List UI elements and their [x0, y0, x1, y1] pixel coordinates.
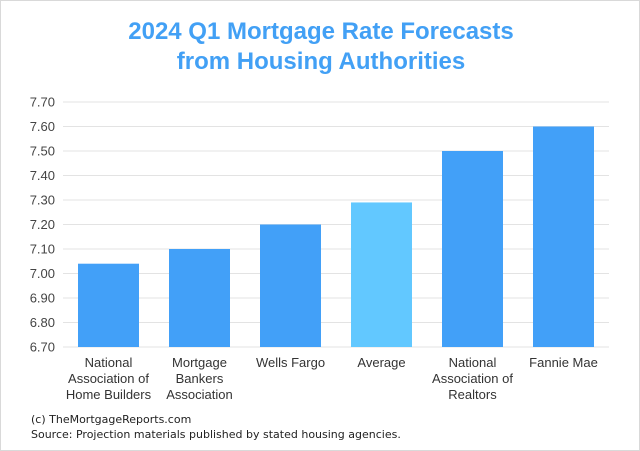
- y-tick-label: 6.80: [30, 315, 55, 330]
- x-tick-label: Realtors: [448, 387, 497, 402]
- y-tick-label: 7.40: [30, 168, 55, 183]
- y-tick-label: 7.30: [30, 193, 55, 208]
- y-tick-label: 7.10: [30, 242, 55, 257]
- bar: [78, 263, 139, 347]
- bar: [351, 202, 412, 347]
- y-tick-label: 7.60: [30, 119, 55, 134]
- x-tick-label: Fannie Mae: [529, 355, 598, 370]
- bar: [260, 224, 321, 347]
- chart-title-line-2: from Housing Authorities: [176, 48, 466, 75]
- x-tick-label: Association of: [432, 371, 513, 386]
- x-tick-label: National: [85, 355, 133, 370]
- bar: [169, 249, 230, 347]
- y-tick-label: 7.50: [30, 144, 55, 159]
- bar: [442, 151, 503, 347]
- bar: [533, 126, 594, 347]
- x-tick-label: Average: [357, 355, 405, 370]
- y-tick-label: 7.20: [30, 217, 55, 232]
- x-tick-label: Mortgage: [172, 355, 227, 370]
- y-tick-label: 7.00: [30, 266, 55, 281]
- y-tick-label: 7.70: [30, 95, 55, 110]
- credit-text: (c) TheMortgageReports.com: [31, 413, 192, 426]
- x-tick-label: Association of: [68, 371, 149, 386]
- x-tick-label: Association: [166, 387, 232, 402]
- chart-title-line-1: 2024 Q1 Mortgage Rate Forecasts: [128, 18, 514, 45]
- y-tick-label: 6.70: [30, 340, 55, 355]
- x-tick-label: Home Builders: [66, 387, 152, 402]
- x-tick-label: National: [449, 355, 497, 370]
- x-tick-label: Bankers: [176, 371, 224, 386]
- y-tick-label: 6.90: [30, 291, 55, 306]
- source-text: Source: Projection materials published b…: [31, 428, 401, 441]
- x-tick-label: Wells Fargo: [256, 355, 325, 370]
